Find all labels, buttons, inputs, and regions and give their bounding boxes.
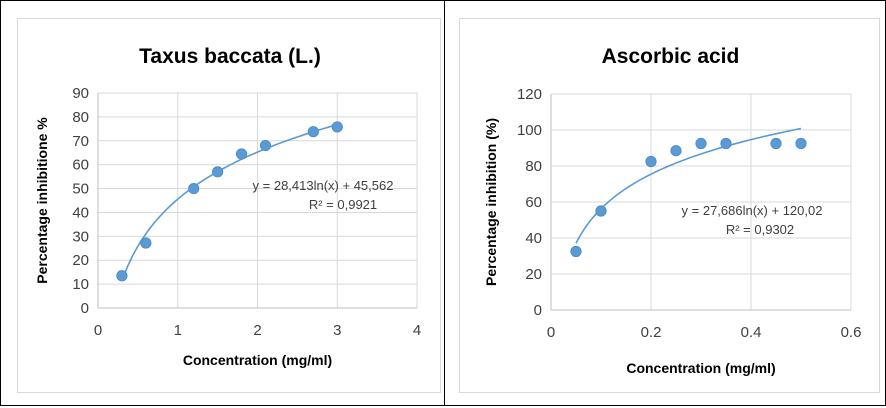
y-tick-label-ascorbic-4: 80 [525,158,542,175]
y-tick-label-taxus-6: 60 [72,157,89,174]
x-axis-label-taxus: Concentration (mg/ml) [183,352,332,368]
x-tick-label-ascorbic-0: 0 [547,324,555,341]
y-tick-label-taxus-8: 80 [72,109,89,126]
x-tick-label-taxus-1: 1 [174,322,182,339]
data-point-taxus-0 [116,270,128,282]
data-point-taxus-7 [331,121,343,133]
y-tick-label-taxus-5: 50 [72,181,89,198]
y-tick-label-taxus-1: 10 [72,276,89,293]
data-point-taxus-4 [235,148,248,160]
data-point-ascorbic-1 [595,205,607,217]
r-squared-label-taxus: R² = 0,9921 [309,197,377,212]
y-tick-label-ascorbic-5: 100 [517,122,542,139]
y-tick-label-taxus-4: 40 [72,204,89,221]
y-tick-label-taxus-3: 30 [72,228,89,245]
data-point-ascorbic-4 [695,137,707,150]
chart-area-ascorbic: Ascorbic acid 0 20 40 60 80 100 120 0 0.2 0.4 0.6 Co… [459,18,880,393]
chart-title-ascorbic: Ascorbic acid [602,45,740,68]
y-tick-label-taxus-2: 20 [72,252,89,269]
y-tick-label-taxus-9: 90 [72,85,89,102]
y-tick-label-ascorbic-3: 60 [525,194,542,211]
trendline-taxus [121,123,338,282]
data-point-taxus-6 [307,126,319,138]
data-point-ascorbic-5 [720,137,732,150]
chart-title-taxus: Taxus baccata (L.) [139,45,321,68]
x-tick-label-taxus-2: 2 [253,322,261,339]
x-tick-label-taxus-0: 0 [94,322,102,339]
chart-taxus-svg: Taxus baccata (L.) 0 10 20 30 40 50 60 70 80 90 0 1 2… [34,45,421,368]
y-tick-label-taxus-7: 70 [72,133,89,150]
data-point-taxus-5 [259,139,272,152]
y-axis-label-taxus: Percentage inhibitione % [34,117,50,284]
x-axis-label-ascorbic: Concentration (mg/ml) [626,360,775,376]
y-axis-label-ascorbic: Percentage inhibition (%) [483,118,499,286]
data-point-taxus-1 [140,237,152,249]
trendline-equation-taxus: y = 28,413ln(x) + 45,562 [253,178,394,193]
data-point-ascorbic-3 [670,145,682,157]
x-tick-label-ascorbic-1: 0.2 [641,324,662,341]
chart-ascorbic-svg: Ascorbic acid 0 20 40 60 80 100 120 0 0.2 0.4 0.6 Co… [483,45,862,376]
chart-panel-taxus: Taxus baccata (L.) 0 10 20 30 40 50 60 70 80 90 0 1 2… [0,0,445,406]
data-point-ascorbic-6 [770,137,782,150]
data-point-taxus-3 [212,166,224,178]
x-tick-label-taxus-3: 3 [333,322,341,339]
y-tick-label-ascorbic-6: 120 [517,86,542,103]
data-point-ascorbic-0 [570,245,582,258]
y-tick-label-taxus-0: 0 [81,300,89,317]
chart-area-taxus: Taxus baccata (L.) 0 10 20 30 40 50 60 70 80 90 0 1 2… [17,18,441,393]
y-tick-label-ascorbic-2: 40 [525,230,542,247]
trendline-equation-ascorbic: y = 27,686ln(x) + 120,02 [682,203,823,218]
trendline-ascorbic [575,127,802,244]
x-tick-label-ascorbic-3: 0.6 [841,324,862,341]
chart-panel-ascorbic: Ascorbic acid 0 20 40 60 80 100 120 0 0.2 0.4 0.6 Co… [444,0,886,406]
data-point-ascorbic-2 [645,155,657,168]
y-tick-label-ascorbic-1: 20 [525,266,542,283]
x-tick-label-ascorbic-2: 0.4 [741,324,762,341]
r-squared-label-ascorbic: R² = 0,9302 [726,222,794,237]
y-tick-label-ascorbic-0: 0 [534,302,542,319]
data-point-ascorbic-7 [795,137,807,150]
x-tick-label-taxus-4: 4 [413,322,421,339]
data-point-taxus-2 [188,182,200,195]
